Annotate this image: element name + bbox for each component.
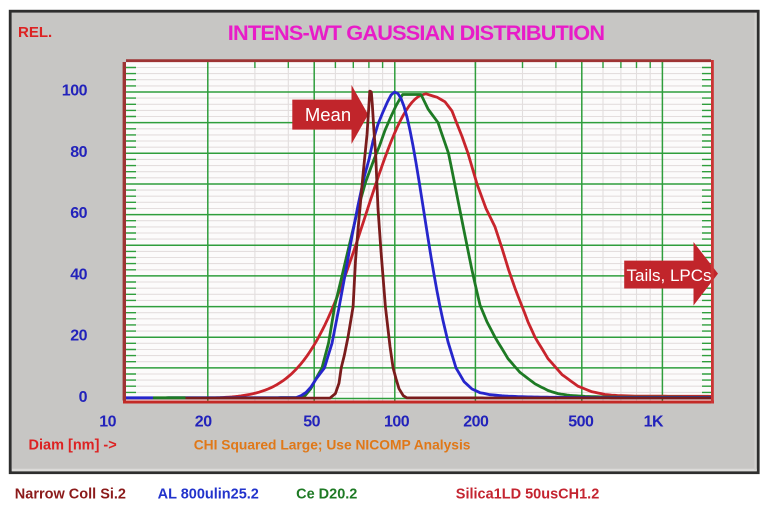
svg-text:REL.: REL. bbox=[18, 24, 52, 41]
svg-text:Silica1LD 50usCH1.2: Silica1LD 50usCH1.2 bbox=[456, 487, 599, 503]
svg-text:Narrow Coll Si.2: Narrow Coll Si.2 bbox=[15, 487, 126, 503]
svg-text:60: 60 bbox=[70, 205, 87, 222]
svg-text:1K: 1K bbox=[644, 414, 664, 431]
svg-text:20: 20 bbox=[195, 414, 212, 431]
svg-text:Diam [nm] ->: Diam [nm] -> bbox=[29, 437, 117, 453]
svg-text:200: 200 bbox=[463, 414, 489, 431]
svg-text:Ce D20.2: Ce D20.2 bbox=[296, 487, 357, 503]
svg-text:Tails, LPCs: Tails, LPCs bbox=[626, 266, 711, 285]
svg-text:100: 100 bbox=[384, 414, 410, 431]
svg-text:10: 10 bbox=[99, 414, 116, 431]
svg-text:100: 100 bbox=[62, 83, 88, 100]
svg-text:0: 0 bbox=[79, 389, 88, 406]
svg-text:50: 50 bbox=[303, 414, 320, 431]
svg-text:20: 20 bbox=[70, 328, 87, 345]
svg-text:INTENS-WT GAUSSIAN DISTRIBUTIO: INTENS-WT GAUSSIAN DISTRIBUTION bbox=[228, 20, 605, 45]
svg-text:80: 80 bbox=[70, 144, 87, 161]
svg-text:Mean: Mean bbox=[305, 104, 351, 125]
svg-text:AL 800ulin25.2: AL 800ulin25.2 bbox=[158, 487, 259, 503]
svg-text:40: 40 bbox=[70, 266, 87, 283]
svg-text:CHI Squared Large; Use NICOMP: CHI Squared Large; Use NICOMP Analysis bbox=[194, 437, 471, 452]
svg-text:500: 500 bbox=[568, 414, 594, 431]
